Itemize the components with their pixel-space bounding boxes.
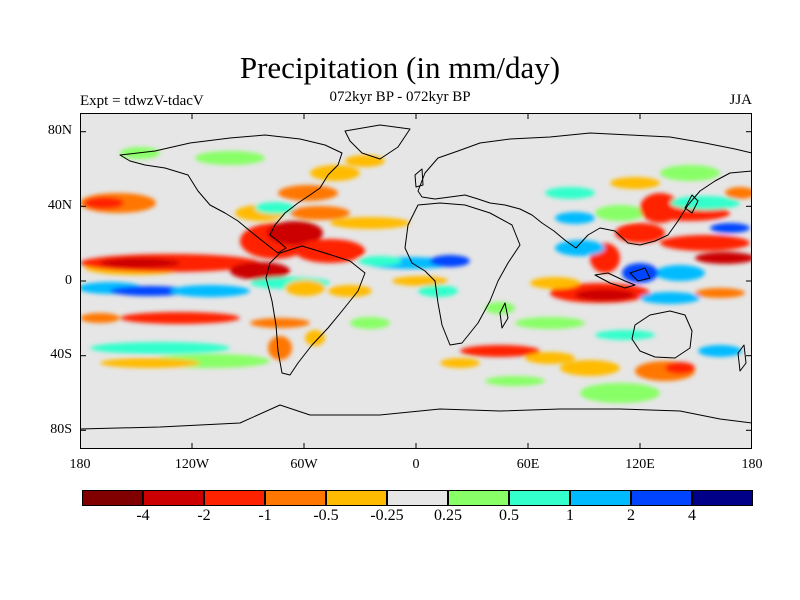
colorbar-label: -2 [197, 507, 211, 524]
lon-tick-label: 120W [174, 457, 210, 472]
colorbar-swatch [631, 490, 692, 506]
colorbar-label: 0.25 [434, 507, 462, 524]
lon-tick-label: 0 [412, 457, 420, 472]
lon-tick-label: 180 [69, 457, 91, 472]
lat-tick-label: 80S [50, 422, 72, 437]
lat-tick-label: 40S [50, 347, 72, 362]
anomaly-patches [80, 147, 752, 403]
colorbar-label: -0.5 [313, 507, 339, 524]
colorbar-swatch [509, 490, 570, 506]
lon-tick-label: 60E [516, 457, 540, 472]
plot-title: Precipitation (in mm/day) [239, 50, 561, 85]
colorbar-swatch [204, 490, 265, 506]
precipitation-map [80, 113, 752, 449]
colorbar-label: -1 [258, 507, 272, 524]
lon-tick-label: 120E [625, 457, 655, 472]
colorbar-swatch [326, 490, 387, 506]
coastlines [80, 124, 752, 430]
colorbar-label: 0.5 [499, 507, 519, 524]
axis-ticks [80, 113, 752, 449]
colorbar-swatch [692, 490, 753, 506]
lat-tick-label: 40N [47, 198, 72, 213]
colorbar-label: -4 [136, 507, 150, 524]
colorbar [82, 490, 753, 506]
colorbar-label: 1 [566, 507, 574, 524]
colorbar-swatch [82, 490, 143, 506]
colorbar-swatch [387, 490, 448, 506]
lon-tick-label: 180 [741, 457, 763, 472]
lat-tick-label: 0 [65, 273, 72, 288]
season-label: JJA [729, 92, 752, 108]
plot-subtitle: 072kyr BP - 072kyr BP [329, 89, 471, 105]
colorbar-swatch [448, 490, 509, 506]
colorbar-swatch [143, 490, 204, 506]
colorbar-label: -0.25 [370, 507, 404, 524]
lat-tick-label: 80N [47, 123, 72, 138]
colorbar-swatch [570, 490, 631, 506]
colorbar-label: 4 [688, 507, 696, 524]
colorbar-swatch [265, 490, 326, 506]
experiment-label: Expt = tdwzV-tdacV [80, 93, 204, 109]
colorbar-label: 2 [627, 507, 635, 524]
lon-tick-label: 60W [290, 457, 318, 472]
